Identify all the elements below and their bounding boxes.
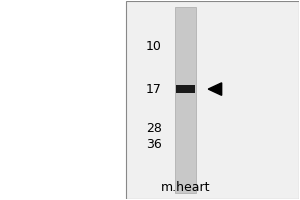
Text: 17: 17 bbox=[146, 83, 162, 96]
Polygon shape bbox=[208, 83, 222, 95]
Text: 36: 36 bbox=[146, 138, 162, 151]
Bar bbox=[126, 1, 299, 199]
Bar bbox=[176, 7, 196, 193]
Text: 10: 10 bbox=[146, 40, 162, 53]
Bar bbox=[176, 85, 195, 93]
Text: m.heart: m.heart bbox=[161, 181, 211, 194]
Text: 28: 28 bbox=[146, 122, 162, 135]
